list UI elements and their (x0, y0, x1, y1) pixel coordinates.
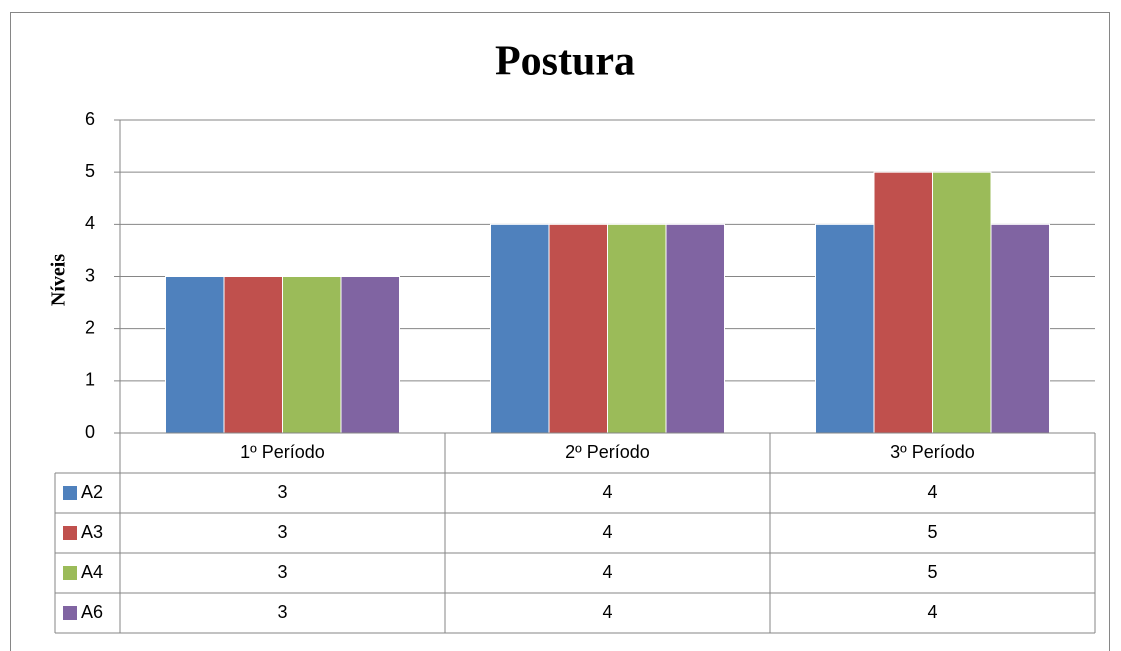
chart-title: Postura (495, 39, 635, 85)
bar (990, 223, 1050, 434)
chart-border (10, 12, 1110, 651)
table-value: 4 (927, 602, 937, 622)
bar (815, 223, 875, 434)
bar (340, 276, 400, 434)
legend-swatch (63, 606, 77, 620)
legend-swatch (63, 566, 77, 580)
y-tick-label: 5 (85, 161, 95, 181)
bar (873, 171, 933, 434)
bar (607, 223, 667, 434)
legend-label: A3 (81, 522, 103, 542)
bar (932, 171, 992, 434)
table-value: 5 (927, 522, 937, 542)
legend-label: A6 (81, 602, 103, 622)
legend-label: A2 (81, 482, 103, 502)
x-tick-label: 1º Período (240, 442, 325, 462)
table-value: 4 (602, 522, 612, 542)
table-value: 4 (602, 482, 612, 502)
x-tick-label: 2º Período (565, 442, 650, 462)
y-tick-label: 3 (85, 265, 95, 285)
x-tick-label: 3º Período (890, 442, 975, 462)
bar (282, 276, 342, 434)
y-axis-label: Níveis (48, 254, 70, 306)
legend-swatch (63, 486, 77, 500)
legend-swatch (63, 526, 77, 540)
table-value: 3 (277, 482, 287, 502)
y-tick-label: 0 (85, 422, 95, 442)
table-value: 5 (927, 562, 937, 582)
bar (490, 223, 550, 434)
table-value: 4 (927, 482, 937, 502)
bar (665, 223, 725, 434)
y-tick-label: 2 (85, 317, 95, 337)
y-tick-label: 1 (85, 370, 95, 390)
bar (223, 276, 283, 434)
legend-label: A4 (81, 562, 103, 582)
table-value: 4 (602, 562, 612, 582)
table-value: 3 (277, 522, 287, 542)
table-value: 4 (602, 602, 612, 622)
table-value: 3 (277, 602, 287, 622)
y-tick-label: 4 (85, 213, 95, 233)
table-value: 3 (277, 562, 287, 582)
bar (548, 223, 608, 434)
bar (165, 276, 225, 434)
y-tick-label: 6 (85, 109, 95, 129)
